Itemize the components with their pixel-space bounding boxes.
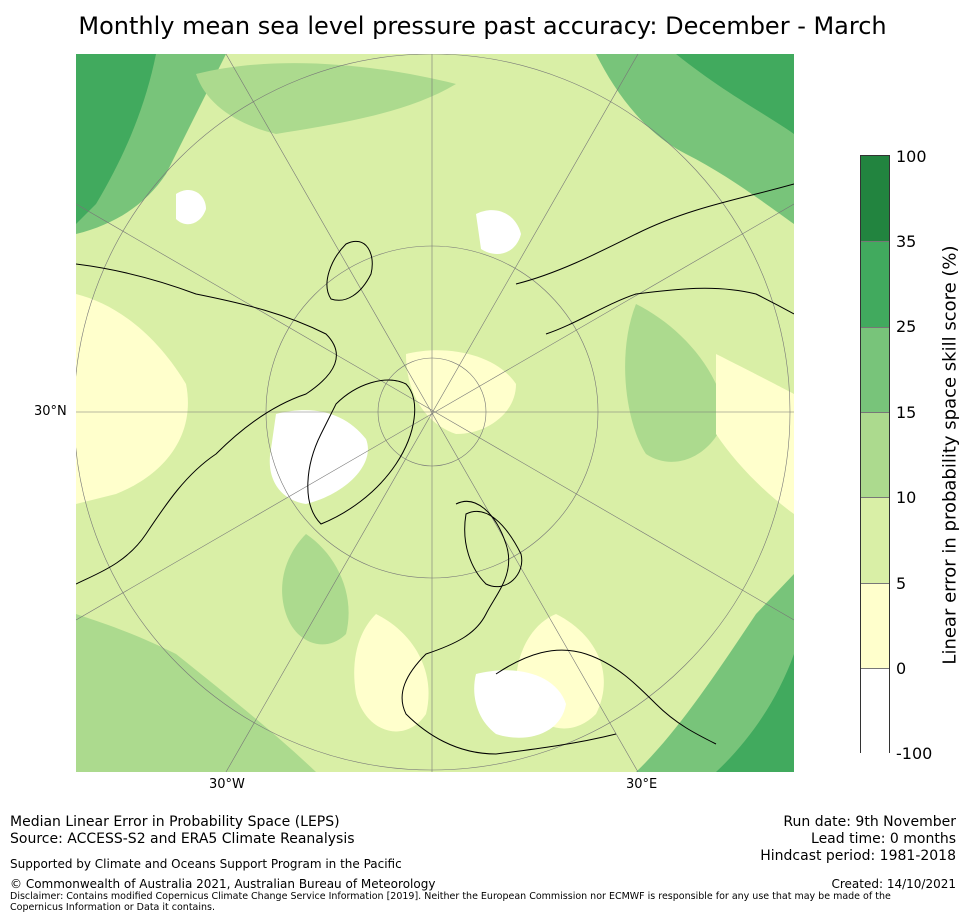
colorbar-tick: 100 xyxy=(896,147,927,166)
lat-label-30n: 30°N xyxy=(34,404,67,419)
meridian-line xyxy=(225,54,639,772)
footer-created: Created: 14/10/2021 xyxy=(831,877,956,891)
colorbar-bin xyxy=(861,156,889,241)
footer-run-date: Run date: 9th November xyxy=(783,814,956,830)
colorbar-bin xyxy=(861,583,889,669)
skill-region-dark xyxy=(636,574,794,772)
coastline-siberia xyxy=(545,287,794,335)
skill-region-negative xyxy=(474,670,566,738)
skill-region-low xyxy=(76,294,188,504)
skill-region-medium xyxy=(76,614,316,772)
footer-hindcast: Hindcast period: 1981-2018 xyxy=(760,848,956,864)
coastline-eurasia-north xyxy=(515,183,794,285)
map-svg xyxy=(76,54,794,772)
skill-region-medium xyxy=(282,534,349,645)
colorbar-label: Linear error in probability space skill … xyxy=(939,245,961,665)
chart-title: Monthly mean sea level pressure past acc… xyxy=(78,12,887,40)
polar-skill-map xyxy=(76,54,794,772)
footer-method: Median Linear Error in Probability Space… xyxy=(10,814,340,830)
skill-region-negative xyxy=(176,189,206,225)
colorbar-bin xyxy=(861,241,889,328)
coastlines xyxy=(76,183,794,755)
coastline-scandinavia xyxy=(464,510,523,588)
meridian-line xyxy=(76,203,794,621)
colorbar-bin xyxy=(861,327,889,413)
coastline-north-america xyxy=(76,263,337,585)
colorbar-tick: 35 xyxy=(896,232,917,251)
colorbar-bin xyxy=(861,668,889,753)
lon-label-30w: 30°W xyxy=(209,777,245,792)
skill-region-darkest xyxy=(676,54,794,134)
skill-region-medium xyxy=(196,63,456,135)
skill-region-low xyxy=(716,354,794,514)
footer-disclaimer: Disclaimer: Contains modified Copernicus… xyxy=(10,891,891,913)
skill-region-negative xyxy=(476,210,521,254)
skill-region-low xyxy=(354,614,429,732)
colorbar-bin xyxy=(861,497,889,584)
colorbar-tick: -100 xyxy=(896,744,933,763)
skill-region-medium xyxy=(625,304,726,462)
footer-lead-time: Lead time: 0 months xyxy=(811,831,956,847)
lon-label-30e: 30°E xyxy=(626,777,658,792)
skill-region-negative xyxy=(269,410,368,504)
coastline-mediterranean xyxy=(495,649,717,745)
footer-copyright: © Commonwealth of Australia 2021, Austra… xyxy=(10,877,436,891)
colorbar-tick: 10 xyxy=(896,488,917,507)
skill-region-darkest xyxy=(716,654,794,772)
colorbar-tick: 0 xyxy=(896,659,907,678)
colorbar xyxy=(860,155,890,753)
coastline-europe xyxy=(401,500,617,755)
coastline-greenland xyxy=(307,379,416,525)
colorbar-bin xyxy=(861,412,889,498)
colorbar-tick: 5 xyxy=(896,574,907,593)
colorbar-tick: 25 xyxy=(896,317,917,336)
footer-source: Source: ACCESS-S2 and ERA5 Climate Reana… xyxy=(10,831,355,847)
colorbar-tick: 15 xyxy=(896,403,917,422)
coastline-alaska xyxy=(326,240,373,301)
skill-region-darkest xyxy=(76,54,156,224)
footer-support: Supported by Climate and Oceans Support … xyxy=(10,857,402,871)
